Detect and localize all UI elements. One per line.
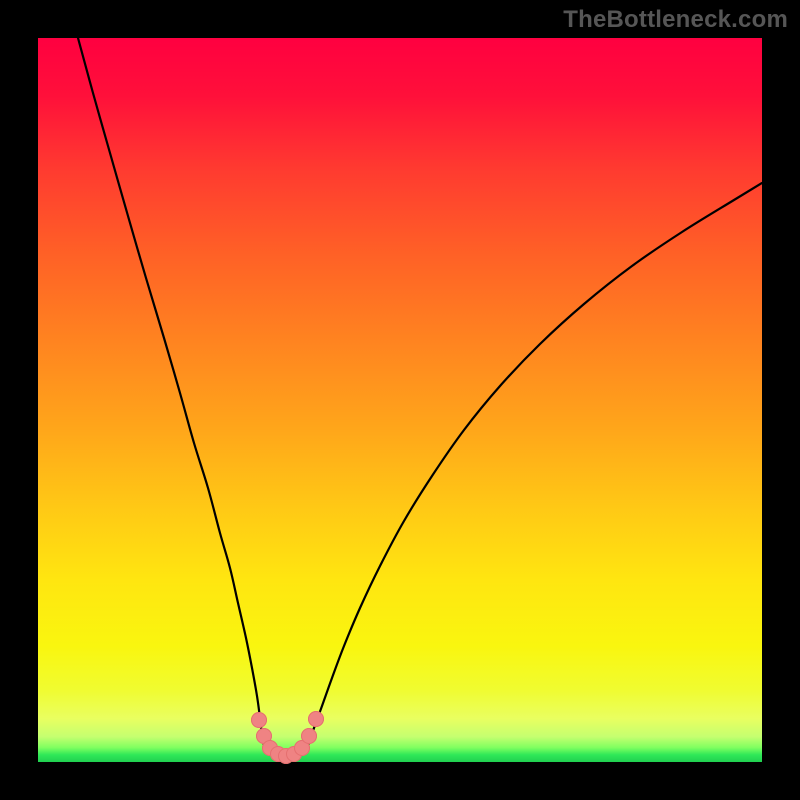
- curve-marker-dot: [251, 712, 267, 728]
- curve-marker-dot: [308, 711, 324, 727]
- watermark: TheBottleneck.com: [563, 6, 788, 34]
- curve-markers: [38, 38, 762, 762]
- plot-area: [38, 38, 762, 762]
- curve-marker-dot: [301, 728, 317, 744]
